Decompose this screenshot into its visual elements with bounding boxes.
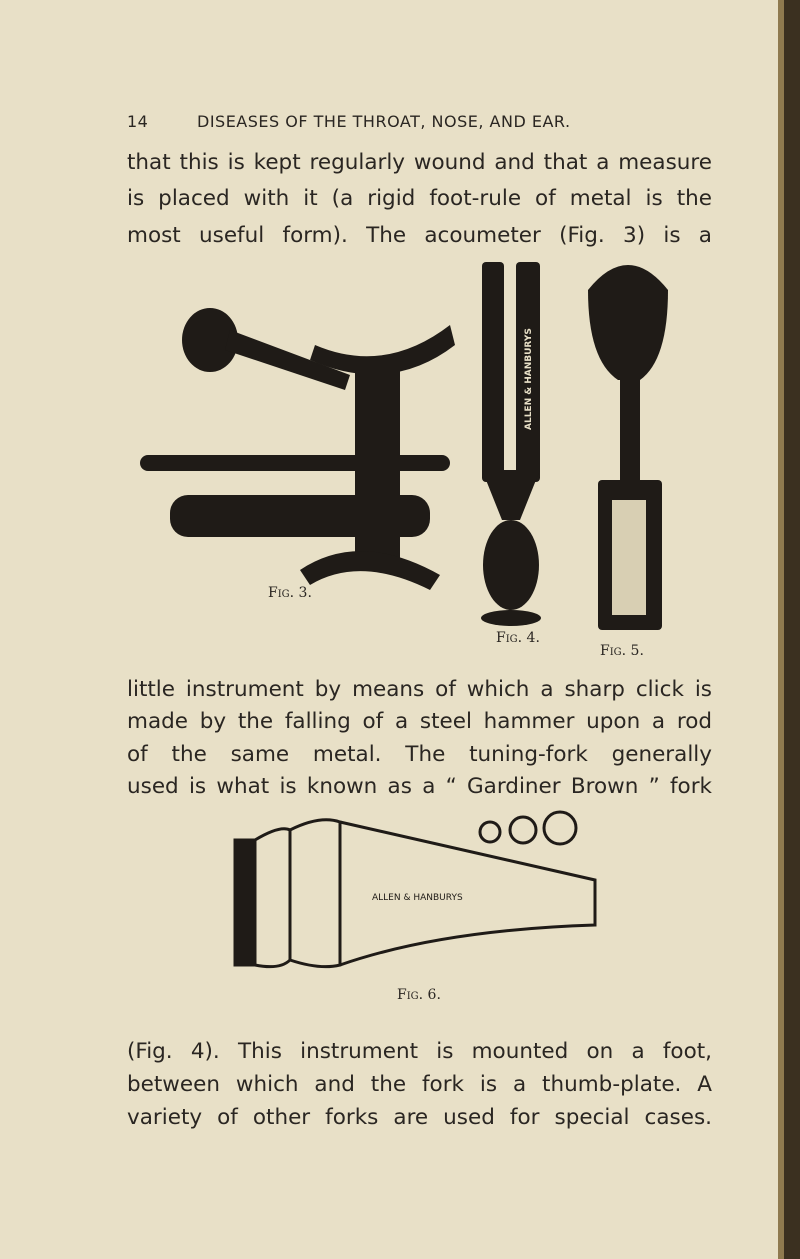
barrel [170, 495, 430, 537]
fig-5-drawing [588, 265, 668, 630]
text-line: made by the falling of a steel hammer up… [127, 709, 712, 734]
fork-base [482, 470, 540, 520]
foot [481, 610, 541, 626]
cone-mid [289, 818, 342, 969]
ring-small [478, 820, 502, 844]
rod [140, 455, 450, 471]
running-title: DISEASES OF THE THROAT, NOSE, AND EAR. [197, 112, 571, 131]
ring-mid [508, 815, 538, 845]
cone-small [254, 827, 292, 969]
arm [225, 330, 350, 390]
fig-4-drawing: ALLEN & HANBURYS [481, 262, 541, 626]
bulb [588, 265, 668, 380]
figure-caption: Fig. 4. [496, 630, 540, 646]
engraved-label: ALLEN & HANBURYS [524, 328, 534, 430]
figure-caption: Fig. 5. [600, 643, 644, 659]
text-line: little instrument by means of which a sh… [127, 677, 712, 702]
fig-3-drawing [140, 308, 455, 590]
foot [300, 551, 440, 590]
cone-large [339, 820, 597, 967]
ear-piece [182, 308, 238, 372]
binding-edge [784, 0, 800, 1259]
fig-6-drawing: ALLEN & HANBURYS [233, 810, 597, 969]
figure-caption: Fig. 3. [268, 585, 312, 601]
text-line: is placed with it (a rigid foot-rule of … [127, 186, 712, 211]
text-line: (Fig. 4). This instrument is mounted on … [127, 1039, 712, 1064]
prong [516, 262, 540, 482]
ring-large [542, 810, 578, 846]
figure-caption: Fig. 6. [397, 987, 441, 1003]
text-line: between which and the fork is a thumb-pl… [127, 1072, 712, 1097]
cone-rim [233, 838, 257, 967]
engraved-label: ALLEN & HANBURYS [372, 893, 463, 903]
binding-shadow [778, 0, 784, 1259]
page-number: 14 [127, 112, 149, 131]
prong [482, 262, 504, 482]
text-line: variety of other forks are used for spec… [127, 1105, 712, 1130]
handle [483, 520, 539, 610]
text-line: of the same metal. The tuning-fork gener… [127, 742, 712, 767]
neck [620, 380, 640, 480]
text-line: used is what is known as a “ Gardiner Br… [127, 774, 712, 799]
text-line: that this is kept regularly wound and th… [127, 150, 712, 175]
scale [612, 500, 646, 615]
text-line: most useful form). The acoumeter (Fig. 3… [127, 223, 712, 248]
cradle [310, 325, 455, 375]
